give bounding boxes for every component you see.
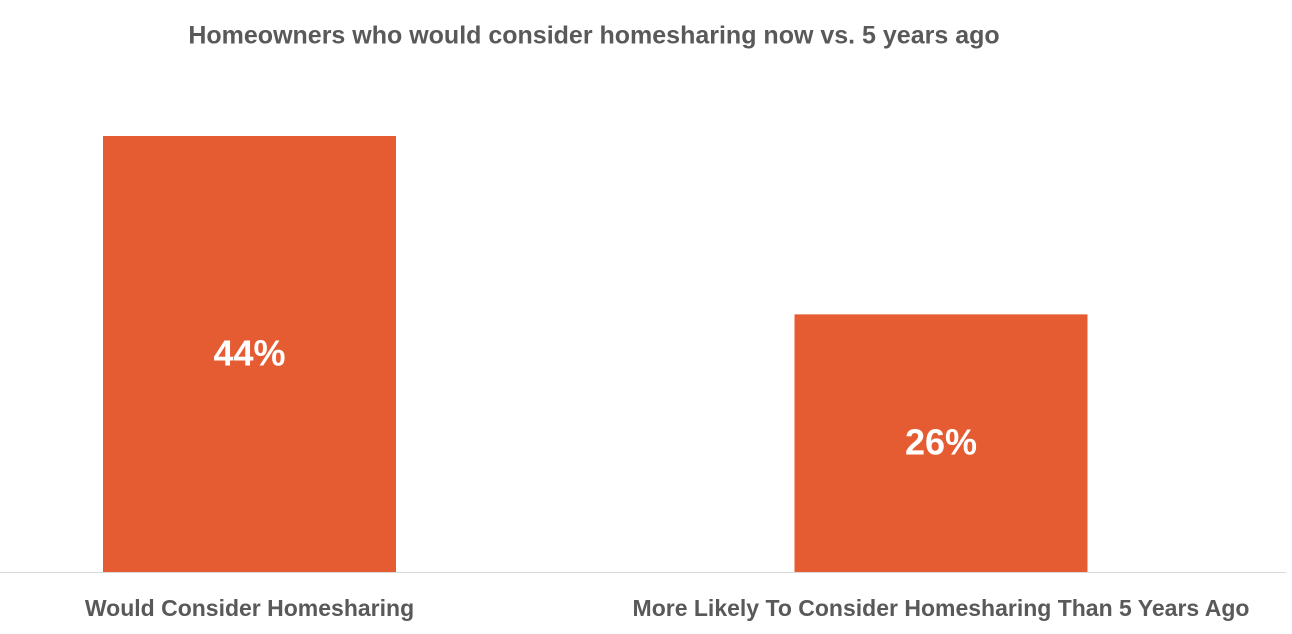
bar <box>103 136 396 572</box>
value-label: 26% <box>905 422 977 463</box>
bar <box>794 314 1088 572</box>
x-tick-label: Would Consider Homesharing <box>85 595 414 621</box>
x-tick-label: More Likely To Consider Homesharing Than… <box>633 595 1250 621</box>
chart-title: Homeowners who would consider homesharin… <box>188 22 999 50</box>
value-label: 44% <box>213 333 285 374</box>
